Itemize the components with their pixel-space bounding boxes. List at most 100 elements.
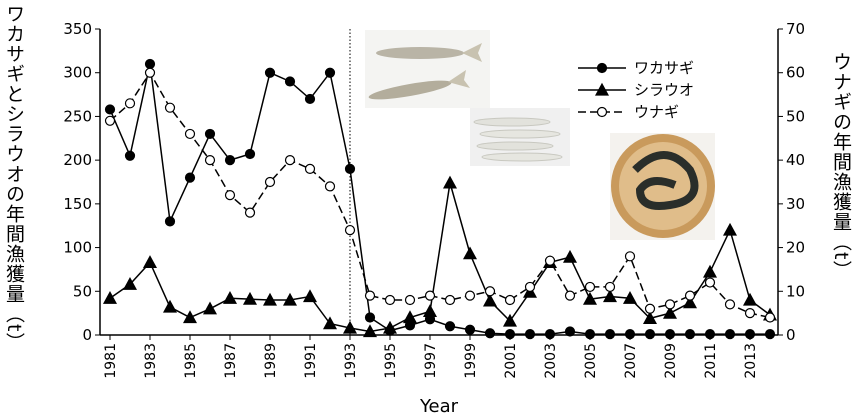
marker [424,305,436,316]
marker [486,329,495,338]
y2-tick-label: 70 [786,20,805,38]
marker [604,291,616,302]
marker [746,309,755,318]
x-tick-label: 1995 [383,343,399,379]
marker [526,330,535,339]
marker [226,191,235,200]
marker [666,330,675,339]
marker [586,282,595,291]
marker [646,304,655,313]
marker [766,330,775,339]
x-tick-label: 1999 [463,343,479,379]
marker [564,251,576,262]
marker [446,322,455,331]
marker [106,105,115,114]
marker [246,150,255,159]
legend-label: ワカサギ [634,59,694,77]
x-tick-label: 1981 [103,343,119,379]
x-tick-label: 1987 [223,343,239,379]
x-tick-label: 2009 [663,343,679,379]
y-tick-label: 50 [73,282,92,300]
y-tick-label: 300 [63,64,92,82]
marker [666,300,675,309]
photo-smelt [365,30,490,108]
x-tick-label: 2001 [503,343,519,379]
marker [106,116,115,125]
photo-icefish [470,108,570,166]
marker [324,318,336,329]
marker [286,77,295,86]
marker [546,256,555,265]
marker [306,164,315,173]
marker [466,325,475,334]
chart: ワカサギとシラウオの年間漁獲量（t） ウナギの年間漁獲量（t） 05010015… [0,0,853,419]
y2-tick-label: 20 [786,239,805,257]
marker [184,312,196,323]
marker [144,256,156,267]
marker [686,330,695,339]
marker [146,59,155,68]
marker [706,278,715,287]
marker [686,291,695,300]
marker [726,330,735,339]
marker [266,178,275,187]
y-tick-label: 350 [63,20,92,38]
legend-label: ウナギ [634,103,679,121]
y2-tick-label: 50 [786,107,805,125]
marker [226,156,235,165]
marker [746,330,755,339]
marker [506,296,515,305]
marker [206,129,215,138]
marker [466,291,475,300]
x-tick-label: 2005 [583,343,599,379]
marker [146,68,155,77]
marker [204,303,216,314]
marker [164,301,176,312]
marker [704,266,716,277]
x-tick-label: 2003 [543,343,559,379]
plot: 0501001502002503003500102030405060701981… [0,0,853,419]
marker [366,291,375,300]
y2-tick-label: 40 [786,151,805,169]
marker [606,282,615,291]
marker [446,296,455,305]
marker [546,330,555,339]
marker [346,164,355,173]
marker [126,151,135,160]
x-tick-label: 1989 [263,343,279,379]
y-tick-label: 200 [63,151,92,169]
marker [304,291,316,302]
y-tick-label: 150 [63,195,92,213]
marker [566,291,575,300]
x-tick-label: 1983 [143,343,159,379]
marker [166,103,175,112]
marker [326,68,335,77]
x-tick-label: 1985 [183,343,199,379]
marker [366,313,375,322]
marker [104,292,116,303]
y-tick-label: 0 [82,326,92,344]
marker [606,330,615,339]
marker [706,330,715,339]
marker [386,296,395,305]
marker [426,291,435,300]
marker [486,287,495,296]
x-axis-title: Year [419,396,459,417]
x-tick-label: 2007 [623,343,639,379]
marker [186,173,195,182]
legend-marker [598,108,607,117]
marker [166,217,175,226]
marker [206,156,215,165]
x-tick-label: 1997 [423,343,439,379]
legend-label: シラウオ [634,81,694,99]
marker [484,295,496,306]
marker [126,99,135,108]
marker [406,296,415,305]
marker [626,330,635,339]
marker [444,177,456,188]
marker [726,300,735,309]
marker [586,330,595,339]
x-tick-label: 1991 [303,343,319,379]
marker [506,330,515,339]
y-tick-label: 250 [63,107,92,125]
